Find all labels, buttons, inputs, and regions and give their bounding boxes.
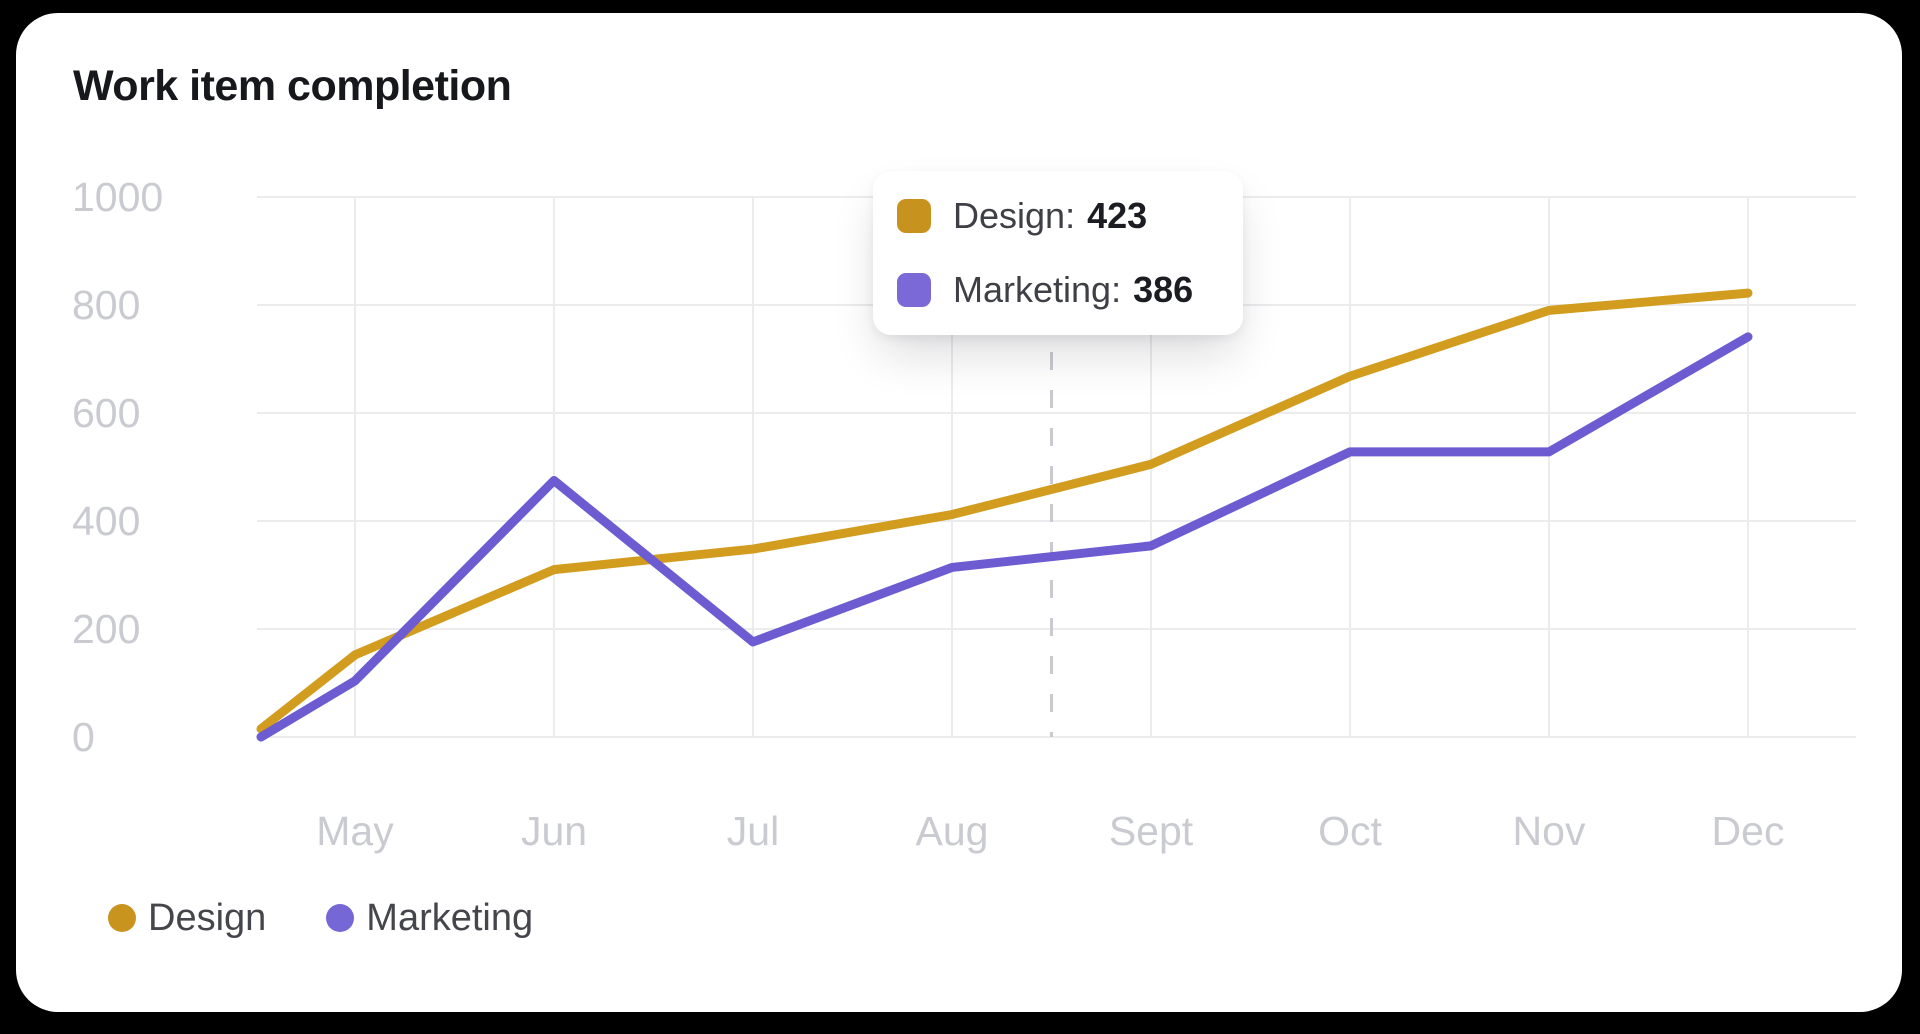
legend-item-marketing[interactable]: Marketing — [326, 897, 533, 940]
svg-text:0: 0 — [72, 714, 95, 760]
svg-text:Aug: Aug — [916, 808, 989, 854]
chart-tooltip: Design: 423 Marketing: 386 — [873, 171, 1243, 335]
legend-item-design[interactable]: Design — [108, 897, 266, 940]
svg-text:1000: 1000 — [72, 174, 163, 220]
svg-text:800: 800 — [72, 282, 140, 328]
tooltip-separator: : — [1111, 269, 1122, 310]
svg-text:Sept: Sept — [1109, 808, 1194, 854]
design-legend-dot-icon — [108, 904, 136, 932]
tooltip-separator: : — [1065, 195, 1076, 236]
marketing-series-line — [256, 332, 1753, 742]
tooltip-series-label: Marketing — [953, 269, 1112, 310]
svg-text:400: 400 — [72, 498, 140, 544]
chart-legend: Design Marketing — [108, 896, 533, 940]
tooltip-series-value: 423 — [1087, 195, 1148, 236]
y-axis-tick-labels: 0 200 400 600 800 1000 — [72, 174, 163, 760]
x-axis-tick-labels: May Jun Jul Aug Sept Oct Nov Dec — [316, 808, 1784, 854]
svg-text:600: 600 — [72, 390, 140, 436]
design-series-swatch-icon — [897, 199, 931, 233]
svg-text:Nov: Nov — [1513, 808, 1586, 854]
svg-text:Jul: Jul — [727, 808, 779, 854]
svg-text:Jun: Jun — [521, 808, 587, 854]
tooltip-row-marketing: Marketing: 386 — [897, 269, 1215, 311]
chart-title: Work item completion — [73, 62, 512, 110]
tooltip-series-value: 386 — [1133, 269, 1194, 310]
tooltip-row-design: Design: 423 — [897, 195, 1215, 237]
svg-text:Oct: Oct — [1318, 808, 1382, 854]
svg-text:May: May — [316, 808, 394, 854]
legend-label: Marketing — [366, 896, 534, 939]
svg-text:Dec: Dec — [1712, 808, 1785, 854]
design-series-line — [256, 288, 1753, 734]
svg-text:200: 200 — [72, 606, 140, 652]
legend-label: Design — [148, 896, 267, 939]
marketing-series-swatch-icon — [897, 273, 931, 307]
marketing-legend-dot-icon — [326, 904, 355, 932]
tooltip-series-label: Design — [953, 195, 1066, 236]
